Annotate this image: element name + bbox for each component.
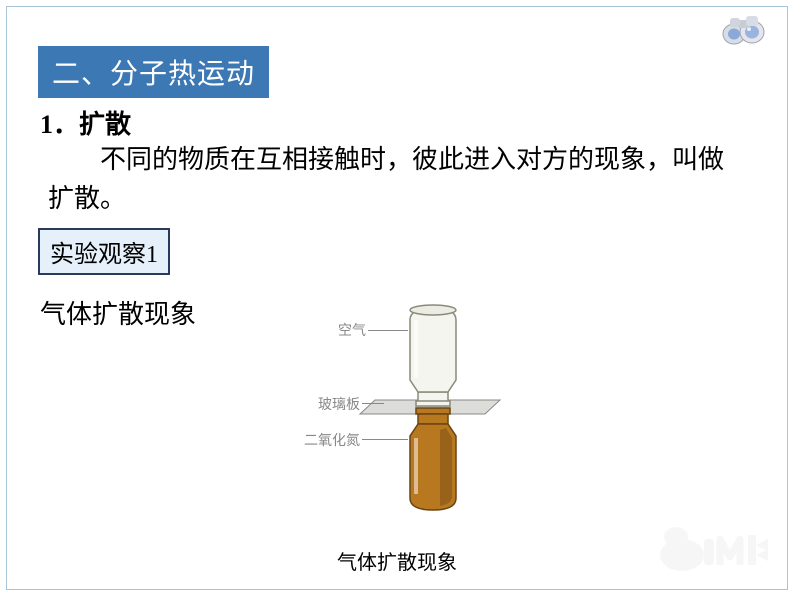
leader-line xyxy=(362,403,384,404)
diagram-label-air: 空气 xyxy=(338,320,366,340)
observation-label: 实验观察1 xyxy=(50,242,158,268)
section-header: 二、分子热运动 xyxy=(38,46,269,98)
leader-line xyxy=(368,330,408,331)
phenomenon-label: 气体扩散现象 xyxy=(40,294,196,331)
watermark-icon xyxy=(650,517,770,578)
diagram-gas-diffusion: 空气 玻璃板 二氧化氮 xyxy=(290,290,570,520)
body-text: 不同的物质在互相接触时，彼此进入对方的现象，叫做扩散。 xyxy=(48,140,734,218)
diagram-label-glass: 玻璃板 xyxy=(318,394,360,414)
diagram-label-no2: 二氧化氮 xyxy=(304,430,360,450)
observation-box: 实验观察1 xyxy=(38,228,170,275)
section-title-text: 二、分子热运动 xyxy=(52,59,255,90)
binoculars-icon xyxy=(720,12,768,48)
subtitle: 1．扩散 xyxy=(40,104,131,141)
leader-line xyxy=(362,439,408,440)
